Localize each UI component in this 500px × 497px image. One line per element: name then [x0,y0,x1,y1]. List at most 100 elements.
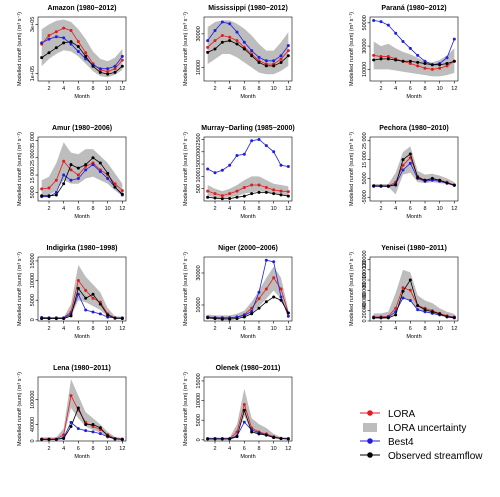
x-tick-label: 12 [119,206,125,212]
best4-point [98,432,102,436]
observed-point [452,59,456,63]
y-tick-label: 1000 [196,170,202,182]
observed-point [372,58,376,62]
observed-point [40,437,44,441]
observed-point [438,312,442,316]
x-tick-label: 10 [271,86,277,92]
observed-point [242,47,246,51]
lora-point [438,66,442,70]
best4-point [264,59,268,63]
y-tick-label: 10000 [196,60,202,75]
observed-point [62,41,66,45]
best4-point [228,163,232,167]
y-tick-label: 30000 [196,265,202,280]
lora-point [69,394,73,398]
observed-point [113,70,117,74]
panel-title: Mississippi (1980−2012) [208,5,288,12]
x-tick-label: 8 [423,206,426,212]
observed-point [416,304,420,308]
panel-title: Olenek (1980−2011) [216,365,281,372]
best4-point [235,30,239,34]
plot-frame [369,16,459,82]
observed-point [286,311,290,315]
observed-point [401,289,405,293]
observed-point [47,194,51,198]
observed-point [69,163,73,167]
observed-point [386,316,390,320]
observed-point [408,59,412,63]
y-tick-label: 15 000 [30,167,36,184]
best4-point [76,177,80,181]
observed-point [84,54,88,58]
best4-point [257,55,261,59]
observed-point [220,40,224,44]
lora-point [372,53,376,57]
lora-point [220,34,224,38]
lora-point [279,287,283,291]
observed-point [213,47,217,51]
x-tick-label: 2 [47,326,50,332]
plot-frame [37,376,127,442]
observed-point [416,60,420,64]
lora-point [423,66,427,70]
y-tick-label: 500 [196,184,202,193]
observed-point [452,183,456,187]
best4-point [91,163,95,167]
x-tick-label: 12 [285,206,291,212]
y-tick-label: 0 [30,318,36,321]
y-axis-label: Modelled runoff (sum) (m³ s⁻¹) [183,132,189,206]
best4-point [242,152,246,156]
best4-point [264,258,268,262]
lora-point [264,185,268,189]
x-axis-label: Month [406,214,421,220]
observed-point [206,316,210,320]
lora-point [91,296,95,300]
observed-point [76,166,80,170]
x-axis-label: Month [74,214,89,220]
y-tick-label: 60000 [362,283,368,298]
observed-point [272,64,276,68]
lora-point [279,57,283,61]
observed-point [242,315,246,319]
x-tick-label: 10 [437,86,443,92]
best4-point [445,56,449,60]
x-tick-label: 4 [62,206,65,212]
best4-point [228,22,232,26]
x-tick-label: 2 [213,326,216,332]
observed-point [250,430,254,434]
lora-point [76,173,80,177]
best4-point [401,39,405,43]
observed-point [47,437,51,441]
lora-point [235,189,239,193]
observed-point [84,296,88,300]
plot-frame [369,256,459,322]
best4-point [394,31,398,35]
panel-1: Mississippi (1980−2012) 2 4 6 8 10 12 10000 3000… [183,5,293,100]
lora-point [76,40,80,44]
lora-point [62,159,66,163]
lora-point [242,402,246,406]
observed-point [401,59,405,63]
observed-point [242,408,246,412]
x-tick-label: 10 [105,206,111,212]
observed-point [69,314,73,318]
observed-point [279,193,283,197]
observed-point [206,437,210,441]
x-tick-label: 2 [47,446,50,452]
best4-point [206,167,210,171]
observed-point [228,317,232,321]
lora-point [416,64,420,68]
observed-point [120,64,124,68]
observed-point [372,184,376,188]
lora-point [84,288,88,292]
observed-point [213,317,217,321]
best4-point [250,139,254,143]
observed-point [98,70,102,74]
lora-point [69,29,73,33]
observed-point [257,190,261,194]
y-axis-label: Modelled runoff (sum) (m³ s⁻¹) [183,372,189,446]
uncertainty-band [41,379,123,440]
y-tick-label: 120000 [362,250,368,268]
uncertainty-band [207,20,289,75]
